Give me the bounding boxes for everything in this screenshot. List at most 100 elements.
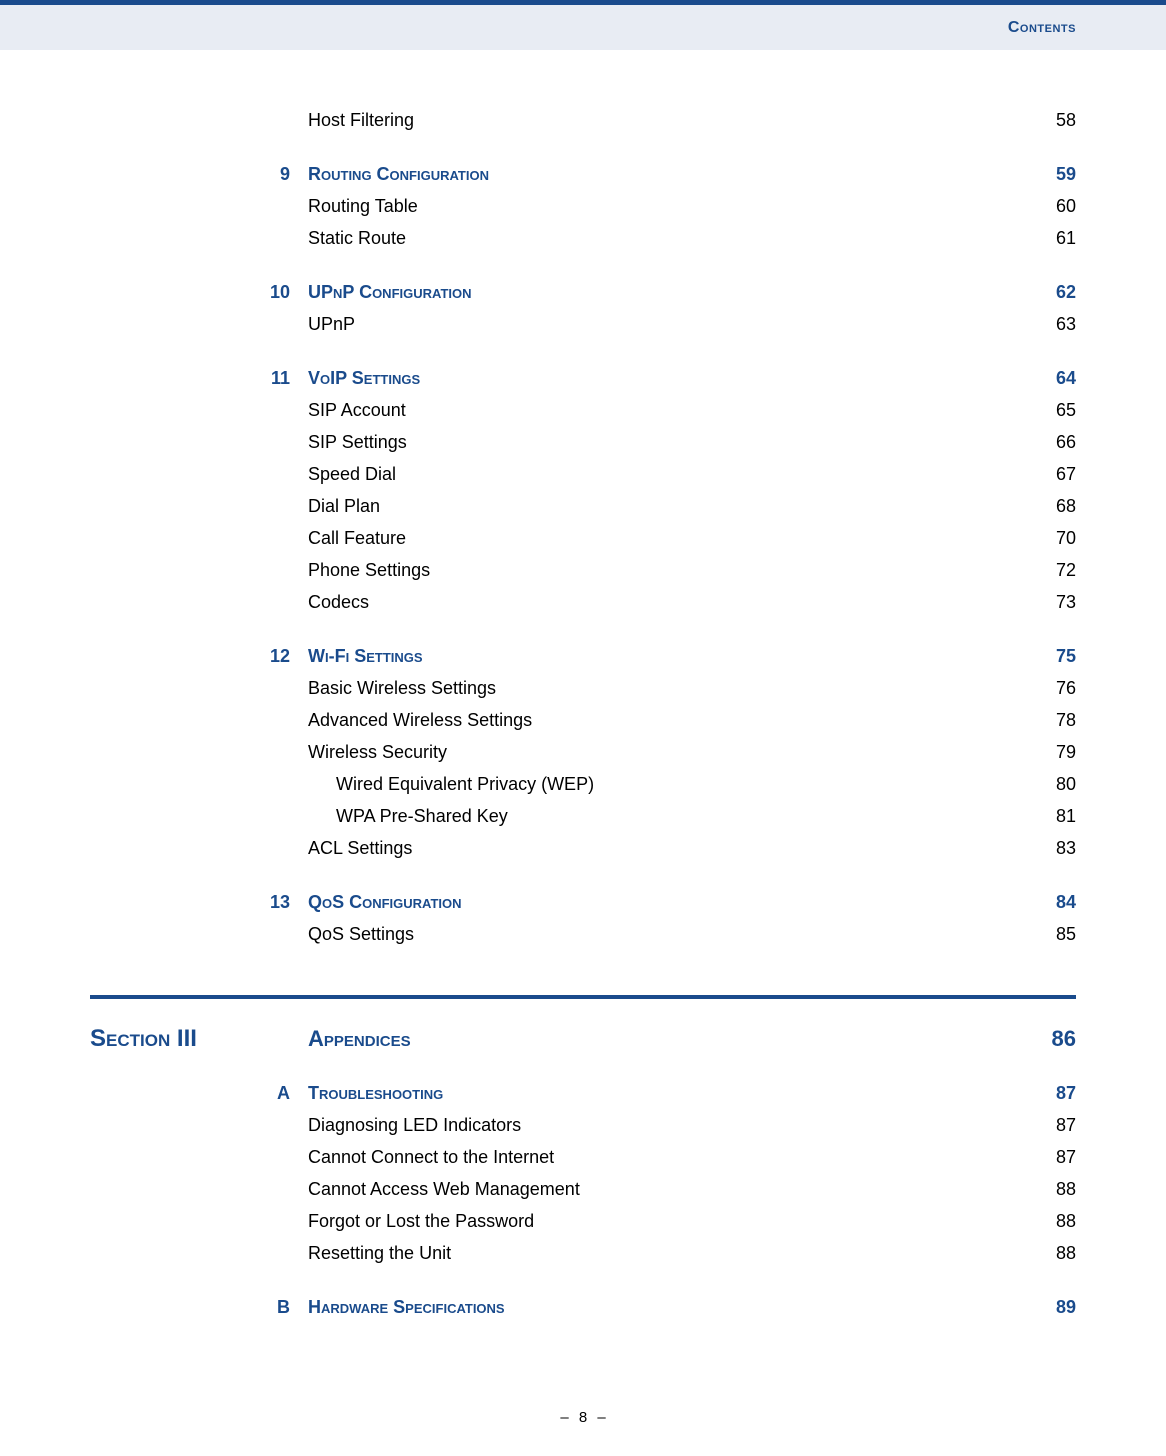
- toc-chapter-row: 12Wi-Fi Settings75: [260, 646, 1076, 667]
- footer-page-number: 8: [579, 1409, 587, 1426]
- toc-page-number: 75: [1016, 646, 1076, 667]
- chapter-gap: [260, 870, 1076, 892]
- toc-page-number: 59: [1016, 164, 1076, 185]
- toc-page-number: 79: [1016, 742, 1076, 763]
- toc-entry-row: Wired Equivalent Privacy (WEP)80: [260, 774, 1076, 795]
- toc-entry-row: Resetting the Unit88: [260, 1243, 1076, 1264]
- toc-page-number: 62: [1016, 282, 1076, 303]
- chapter-gap: [260, 346, 1076, 368]
- toc-entry-row: WPA Pre-Shared Key81: [260, 806, 1076, 827]
- toc-entry-label[interactable]: Dial Plan: [308, 496, 1016, 517]
- toc-page-number: 89: [1016, 1297, 1076, 1318]
- toc-page-number: 88: [1016, 1179, 1076, 1200]
- toc-chapter-number: 13: [260, 892, 308, 913]
- toc-page-number: 65: [1016, 400, 1076, 421]
- toc-page-number: 83: [1016, 838, 1076, 859]
- section-label: Section III: [90, 1025, 260, 1053]
- toc-entry-label[interactable]: Static Route: [308, 228, 1016, 249]
- toc-page-number: 81: [1016, 806, 1076, 827]
- toc-page-number: 72: [1016, 560, 1076, 581]
- toc-entry-label[interactable]: WPA Pre-Shared Key: [308, 806, 1016, 827]
- toc-page-number: 84: [1016, 892, 1076, 913]
- toc-entry-label[interactable]: UPnP: [308, 314, 1016, 335]
- toc-entry-row: Host Filtering58: [260, 110, 1076, 131]
- toc-entry-label[interactable]: Resetting the Unit: [308, 1243, 1016, 1264]
- toc-page-number: 87: [1016, 1083, 1076, 1104]
- toc-page-number: 63: [1016, 314, 1076, 335]
- toc-entry-row: UPnP63: [260, 314, 1076, 335]
- toc-entry-row: Cannot Connect to the Internet87: [260, 1147, 1076, 1168]
- toc-entry-label[interactable]: Phone Settings: [308, 560, 1016, 581]
- toc-chapter-title[interactable]: UPnP Configuration: [308, 282, 1016, 303]
- toc-appendix-container: ATroubleshooting87Diagnosing LED Indicat…: [260, 1083, 1076, 1318]
- toc-chapter-row: 9Routing Configuration59: [260, 164, 1076, 185]
- toc-page-number: 87: [1016, 1115, 1076, 1136]
- toc-entry-label[interactable]: Advanced Wireless Settings: [308, 710, 1016, 731]
- toc-page-number: 88: [1016, 1211, 1076, 1232]
- chapter-gap: [260, 624, 1076, 646]
- toc-entry-label[interactable]: Diagnosing LED Indicators: [308, 1115, 1016, 1136]
- toc-entry-label[interactable]: Forgot or Lost the Password: [308, 1211, 1016, 1232]
- toc-page-number: 67: [1016, 464, 1076, 485]
- content-area: Host Filtering58 9Routing Configuration59…: [0, 50, 1166, 1369]
- toc-chapter-number: 11: [260, 368, 308, 389]
- page-footer: – 8 –: [0, 1369, 1166, 1456]
- toc-page-number: 68: [1016, 496, 1076, 517]
- toc-chapter-title[interactable]: VoIP Settings: [308, 368, 1016, 389]
- toc-chapter-row: 13QoS Configuration84: [260, 892, 1076, 913]
- toc-page-number: 58: [1016, 110, 1076, 131]
- section-title-row: Appendices 86: [260, 1026, 1076, 1052]
- toc-entry-label[interactable]: Wireless Security: [308, 742, 1016, 763]
- toc-entry-row: Forgot or Lost the Password88: [260, 1211, 1076, 1232]
- toc-entry-row: SIP Settings66: [260, 432, 1076, 453]
- toc-entry-row: Wireless Security79: [260, 742, 1076, 763]
- toc-entry-label[interactable]: QoS Settings: [308, 924, 1016, 945]
- toc-page-number: 85: [1016, 924, 1076, 945]
- toc-entry-row: Basic Wireless Settings76: [260, 678, 1076, 699]
- toc-entry-label[interactable]: Basic Wireless Settings: [308, 678, 1016, 699]
- toc-entry-row: Diagnosing LED Indicators87: [260, 1115, 1076, 1136]
- toc-entry-label[interactable]: Codecs: [308, 592, 1016, 613]
- toc-entry-label[interactable]: Cannot Connect to the Internet: [308, 1147, 1016, 1168]
- toc-entry-label[interactable]: Wired Equivalent Privacy (WEP): [308, 774, 1016, 795]
- section-page: 86: [1016, 1026, 1076, 1052]
- toc-chapter-row: BHardware Specifications89: [260, 1297, 1076, 1318]
- toc-chapter-title[interactable]: Troubleshooting: [308, 1083, 1016, 1104]
- chapter-gap: [260, 260, 1076, 282]
- toc-entry-label[interactable]: Call Feature: [308, 528, 1016, 549]
- toc-chapter-row: 10UPnP Configuration62: [260, 282, 1076, 303]
- section-title[interactable]: Appendices: [308, 1026, 1016, 1052]
- toc-entry-row: QoS Settings85: [260, 924, 1076, 945]
- toc-page-number: 88: [1016, 1243, 1076, 1264]
- toc-page-number: 66: [1016, 432, 1076, 453]
- footer-dash-right: –: [597, 1409, 605, 1426]
- toc-entry-label[interactable]: Routing Table: [308, 196, 1016, 217]
- toc-chapter-title[interactable]: Hardware Specifications: [308, 1297, 1016, 1318]
- toc-entry-label[interactable]: ACL Settings: [308, 838, 1016, 859]
- chapter-gap: [260, 142, 1076, 164]
- toc-entry-row: Dial Plan68: [260, 496, 1076, 517]
- toc-page-number: 70: [1016, 528, 1076, 549]
- toc-container: Host Filtering58 9Routing Configuration59…: [260, 110, 1076, 945]
- toc-entry-label[interactable]: Speed Dial: [308, 464, 1016, 485]
- toc-entry-row: ACL Settings83: [260, 838, 1076, 859]
- toc-page-number: 80: [1016, 774, 1076, 795]
- toc-chapter-title[interactable]: Wi-Fi Settings: [308, 646, 1016, 667]
- toc-entry-row: Static Route61: [260, 228, 1076, 249]
- toc-entry-row: Call Feature70: [260, 528, 1076, 549]
- toc-entry-label[interactable]: Host Filtering: [308, 110, 1016, 131]
- toc-chapter-number: B: [260, 1297, 308, 1318]
- toc-chapter-number: 12: [260, 646, 308, 667]
- toc-entry-row: SIP Account65: [260, 400, 1076, 421]
- toc-chapter-title[interactable]: Routing Configuration: [308, 164, 1016, 185]
- footer-dash-left: –: [560, 1409, 568, 1426]
- toc-entry-label[interactable]: SIP Settings: [308, 432, 1016, 453]
- header-title: Contents: [1008, 19, 1076, 37]
- toc-entry-row: Speed Dial67: [260, 464, 1076, 485]
- toc-entry-label[interactable]: SIP Account: [308, 400, 1016, 421]
- toc-chapter-title[interactable]: QoS Configuration: [308, 892, 1016, 913]
- toc-page-number: 87: [1016, 1147, 1076, 1168]
- toc-entry-row: Cannot Access Web Management88: [260, 1179, 1076, 1200]
- toc-entry-label[interactable]: Cannot Access Web Management: [308, 1179, 1016, 1200]
- toc-page-number: 64: [1016, 368, 1076, 389]
